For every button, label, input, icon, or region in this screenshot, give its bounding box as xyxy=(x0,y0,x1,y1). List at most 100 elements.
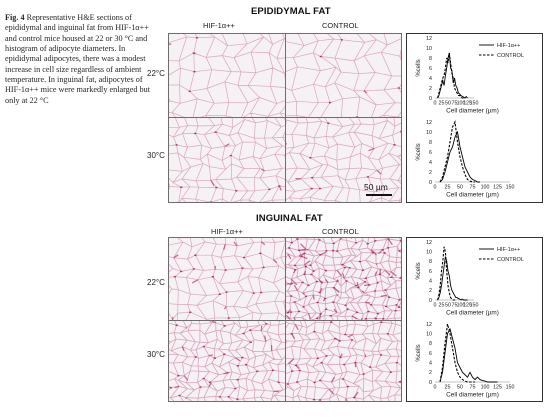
y-tick-label: 6 xyxy=(429,150,432,156)
legend-label: CONTROL xyxy=(497,257,524,263)
x-tick-label: 0 xyxy=(434,385,437,391)
y-tick-label: 8 xyxy=(429,259,432,265)
y-axis-label: %cells xyxy=(416,262,422,279)
micrograph-epididymal-hif-30 xyxy=(168,117,287,203)
x-tick-label: 50 xyxy=(457,385,463,391)
histogram-inguinal-30: 0 2 4 6 8 10 12 0 25 50 75 100 125 150 %cells Cell diam… xyxy=(416,322,515,399)
x-tick-label: 25 xyxy=(439,101,445,107)
histogram-epididymal-30: 0 2 4 6 8 10 12 0 25 50 75 100 125 150 %cells Cell diam… xyxy=(416,120,515,199)
x-tick-label: 0 xyxy=(434,185,437,191)
series-line-control xyxy=(439,120,475,183)
epididymal-row-22: 22°C xyxy=(147,69,165,78)
y-tick-label: 12 xyxy=(426,36,432,42)
y-tick-label: 0 xyxy=(429,298,432,304)
inguinal-title: INGUINAL FAT xyxy=(256,213,323,224)
y-tick-label: 8 xyxy=(429,140,432,146)
legend-label: HIF-1α++ xyxy=(497,247,520,253)
x-tick-label: 50 xyxy=(457,185,463,191)
y-tick-label: 6 xyxy=(429,66,432,72)
x-tick-label: 0 xyxy=(434,303,437,309)
figure-label: Fig. 4 xyxy=(5,13,25,22)
y-tick-label: 0 xyxy=(429,180,432,186)
series-line-control xyxy=(439,323,475,383)
x-tick-label: 150 xyxy=(470,101,479,107)
x-tick-label: 100 xyxy=(481,185,490,191)
y-tick-label: 2 xyxy=(429,86,432,92)
series-line-hif xyxy=(437,256,468,301)
series-line-control xyxy=(437,246,456,301)
micrograph-inguinal-hif-22 xyxy=(168,237,287,322)
y-axis-label: %cells xyxy=(416,143,422,160)
scale-bar-label: 50 µm xyxy=(364,182,388,192)
x-tick-label: 75 xyxy=(452,101,458,107)
y-tick-label: 10 xyxy=(426,249,432,255)
series-line-hif xyxy=(439,130,480,183)
y-tick-label: 10 xyxy=(426,130,432,136)
y-tick-label: 4 xyxy=(429,278,432,284)
epididymal-col-hif: HIF-1α++ xyxy=(203,21,235,30)
x-tick-label: 75 xyxy=(470,385,476,391)
x-tick-label: 50 xyxy=(445,303,451,309)
y-tick-label: 4 xyxy=(429,160,432,166)
x-tick-label: 150 xyxy=(470,303,479,309)
y-tick-label: 12 xyxy=(426,120,432,126)
x-tick-label: 25 xyxy=(445,185,451,191)
x-axis-label: Cell diameter (µm) xyxy=(446,192,499,199)
micrograph-inguinal-control-30 xyxy=(285,320,402,402)
x-tick-label: 75 xyxy=(452,303,458,309)
x-tick-label: 25 xyxy=(445,385,451,391)
inguinal-col-control: CONTROL xyxy=(322,227,359,236)
x-tick-label: 125 xyxy=(493,185,502,191)
y-tick-label: 10 xyxy=(426,331,432,337)
micrograph-inguinal-control-22 xyxy=(285,237,402,322)
x-tick-label: 150 xyxy=(506,185,515,191)
y-tick-label: 8 xyxy=(429,341,432,347)
x-axis-label: Cell diameter (µm) xyxy=(446,310,499,317)
epididymal-title: EPIDIDYMAL FAT xyxy=(251,6,331,17)
micrograph-epididymal-control-22 xyxy=(285,33,402,119)
micrograph-epididymal-hif-22 xyxy=(168,33,287,119)
epididymal-histogram-panel xyxy=(406,33,543,203)
y-tick-label: 0 xyxy=(429,96,432,102)
y-tick-label: 8 xyxy=(429,56,432,62)
x-tick-label: 25 xyxy=(439,303,445,309)
x-tick-label: 75 xyxy=(470,185,476,191)
x-axis-label: Cell diameter (µm) xyxy=(446,108,499,115)
y-tick-label: 12 xyxy=(426,240,432,246)
x-tick-label: 125 xyxy=(493,385,502,391)
x-tick-label: 50 xyxy=(445,101,451,107)
y-tick-label: 4 xyxy=(429,76,432,82)
y-tick-label: 2 xyxy=(429,170,432,176)
legend-label: HIF-1α++ xyxy=(497,43,520,49)
y-axis-label: %cells xyxy=(416,344,422,361)
inguinal-row-30: 30°C xyxy=(147,350,165,359)
x-tick-label: 100 xyxy=(457,101,466,107)
x-tick-label: 0 xyxy=(434,101,437,107)
epididymal-row-30: 30°C xyxy=(147,151,165,160)
y-tick-label: 2 xyxy=(429,288,432,294)
y-tick-label: 6 xyxy=(429,351,432,357)
y-tick-label: 6 xyxy=(429,269,432,275)
y-tick-label: 2 xyxy=(429,370,432,376)
x-tick-label: 100 xyxy=(457,303,466,309)
legend-label: CONTROL xyxy=(497,53,524,59)
series-line-control xyxy=(437,52,464,99)
x-tick-label: 150 xyxy=(506,385,515,391)
scale-bar xyxy=(366,194,392,196)
figure-caption: Fig. 4 Representative H&E sections of ep… xyxy=(5,13,155,106)
micrograph-epididymal-control-30 xyxy=(285,117,402,203)
x-axis-label: Cell diameter (µm) xyxy=(446,392,499,399)
inguinal-col-hif: HIF-1α++ xyxy=(211,227,243,236)
y-tick-label: 10 xyxy=(426,46,432,52)
x-tick-label: 125 xyxy=(463,101,472,107)
x-tick-label: 125 xyxy=(463,303,472,309)
micrograph-inguinal-hif-30 xyxy=(168,320,287,402)
series-line-hif xyxy=(439,327,498,383)
inguinal-histogram-panel xyxy=(406,237,543,402)
y-axis-label: %cells xyxy=(416,59,422,76)
y-tick-label: 4 xyxy=(429,360,432,366)
figure-caption-text: Representative H&E sections of epididyma… xyxy=(5,13,151,105)
epididymal-col-control: CONTROL xyxy=(322,21,359,30)
